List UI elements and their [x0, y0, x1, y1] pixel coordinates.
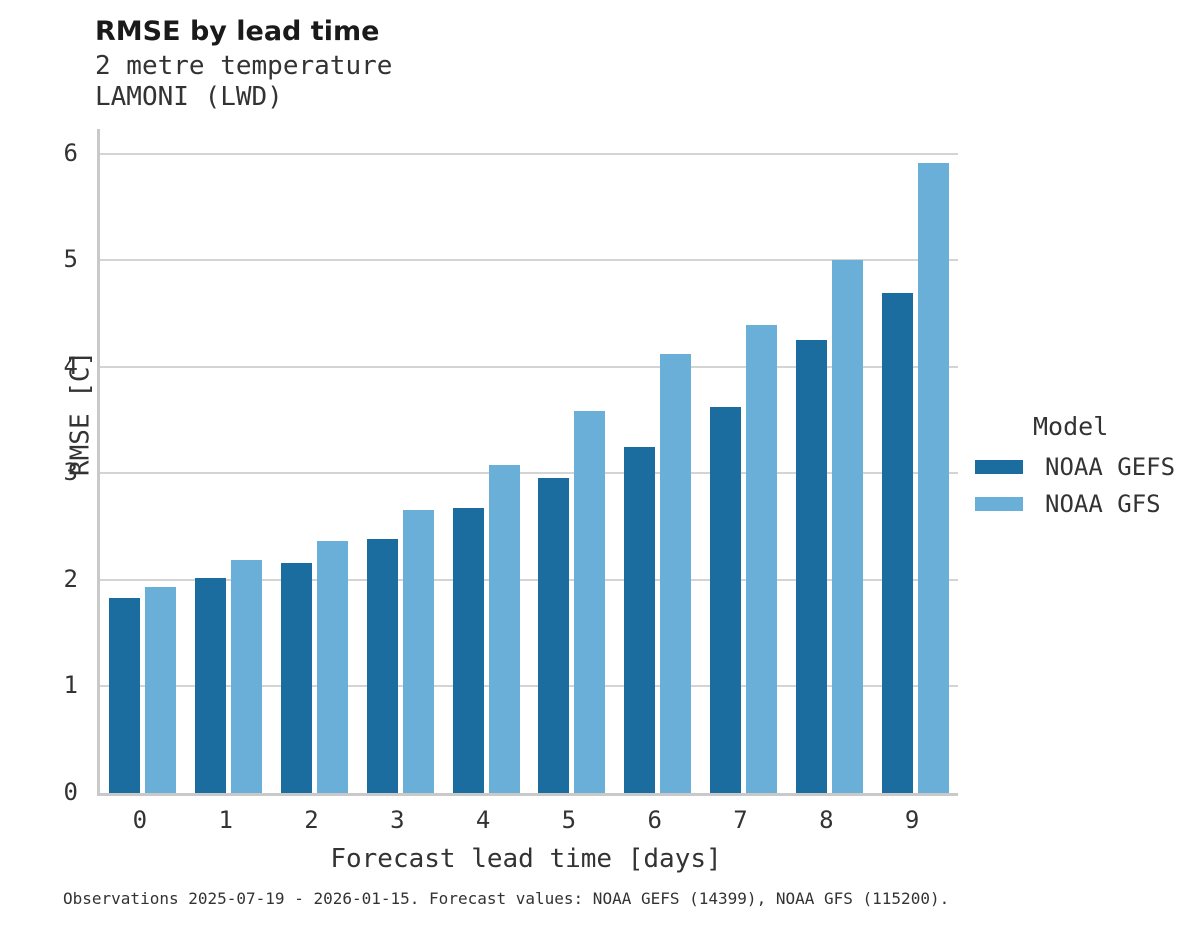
bar-noaa-gfs-lead-9 [917, 163, 949, 793]
bar-noaa-gefs-lead-4 [452, 508, 484, 793]
bar-noaa-gefs-lead-6 [624, 446, 656, 793]
bar-noaa-gfs-lead-7 [746, 325, 777, 793]
x-tick-7: 7 [733, 806, 748, 834]
bar-noaa-gfs-lead-5 [574, 411, 606, 793]
bar-noaa-gefs-lead-1 [195, 577, 227, 793]
x-tick-4: 4 [475, 806, 491, 834]
legend-swatch-icon [975, 497, 1023, 511]
bar-noaa-gfs-lead-3 [402, 509, 434, 793]
legend-item-noaa-gefs: NOAA GEFS [975, 453, 1175, 481]
x-tick-9: 9 [904, 806, 920, 834]
x-tick-8: 8 [819, 806, 834, 834]
x-tick-6: 6 [647, 806, 662, 834]
gridline-y-6 [100, 152, 958, 155]
bar-noaa-gefs-lead-5 [538, 477, 570, 793]
chart-subtitle-variable: 2 metre temperature [95, 51, 393, 81]
y-tick-5: 5 [63, 245, 78, 274]
legend-title: Model [1033, 412, 1109, 441]
y-tick-2: 2 [63, 564, 78, 593]
bar-noaa-gfs-lead-2 [317, 541, 348, 793]
legend-label: NOAA GFS [1045, 490, 1161, 518]
x-tick-3: 3 [390, 806, 405, 834]
bar-noaa-gefs-lead-2 [281, 562, 312, 793]
y-tick-3: 3 [63, 458, 78, 487]
bar-noaa-gefs-lead-9 [881, 293, 913, 793]
bar-noaa-gfs-lead-8 [831, 260, 863, 793]
gridline-y-3 [100, 472, 958, 475]
legend-item-noaa-gfs: NOAA GFS [975, 490, 1175, 518]
bar-noaa-gefs-lead-8 [795, 340, 827, 793]
bar-noaa-gefs-lead-3 [366, 539, 398, 793]
gridline-y-4 [100, 365, 958, 368]
gridline-y-5 [100, 259, 958, 262]
legend-label: NOAA GEFS [1045, 453, 1176, 481]
legend: Model NOAA GEFS NOAA GFS [975, 412, 1175, 527]
bar-noaa-gfs-lead-6 [660, 353, 692, 793]
chart-title: RMSE by lead time [95, 16, 380, 47]
x-tick-0: 0 [132, 806, 148, 834]
footer-caption: Observations 2025-07-19 - 2026-01-15. Fo… [63, 889, 950, 908]
bar-noaa-gfs-lead-4 [488, 464, 520, 793]
y-tick-0: 0 [63, 778, 78, 806]
bar-noaa-gefs-lead-7 [710, 407, 741, 793]
y-tick-4: 4 [63, 351, 78, 380]
gridline-y-1 [100, 685, 958, 688]
y-tick-6: 6 [63, 138, 78, 167]
legend-swatch-icon [975, 460, 1023, 474]
gridline-y-2 [100, 578, 958, 581]
chart-subtitle-station: LAMONI (LWD) [95, 82, 283, 112]
x-tick-5: 5 [561, 806, 577, 834]
x-axis-title: Forecast lead time [days] [330, 844, 722, 874]
y-tick-1: 1 [63, 671, 78, 700]
bar-noaa-gfs-lead-1 [231, 559, 263, 793]
bar-noaa-gefs-lead-0 [109, 597, 141, 793]
x-tick-2: 2 [304, 806, 319, 834]
x-tick-1: 1 [218, 806, 233, 834]
bar-noaa-gfs-lead-0 [145, 587, 177, 793]
plot-area [97, 129, 958, 796]
